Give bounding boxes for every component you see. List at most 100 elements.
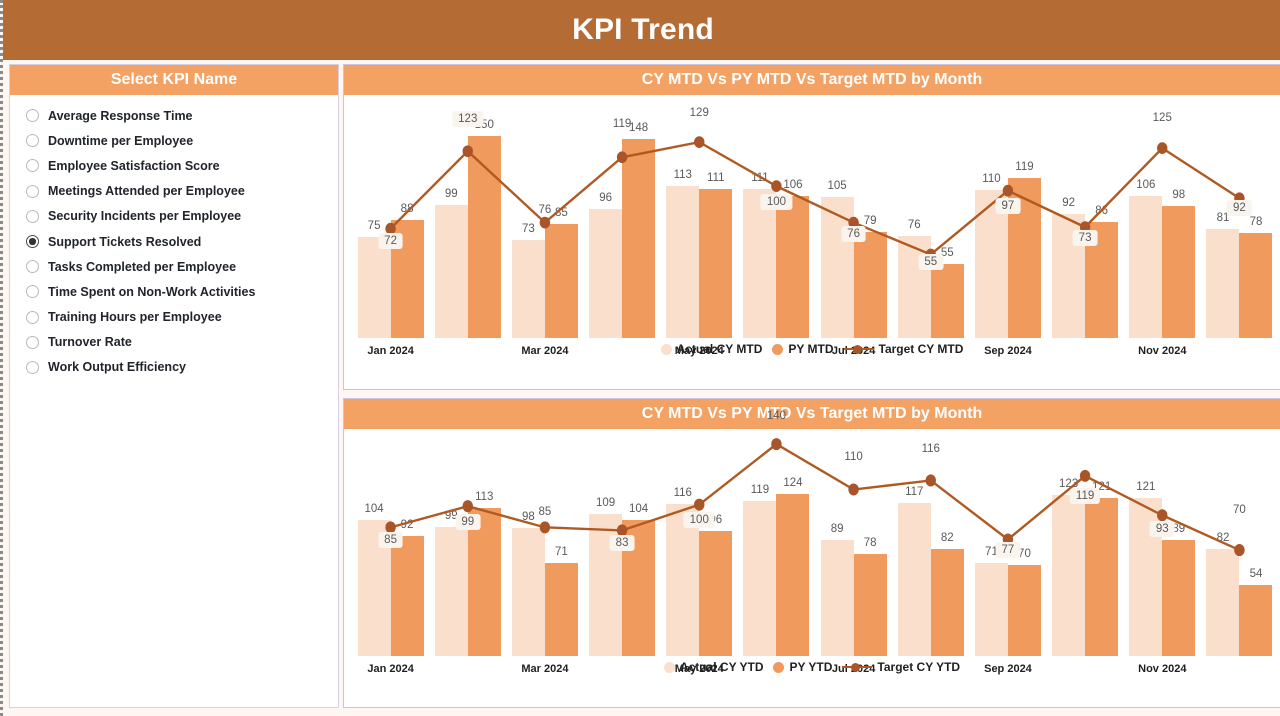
bar-actual[interactable]: 71 [974, 546, 1008, 656]
kpi-selector-header: Select KPI Name [10, 65, 338, 95]
chart-month-group: 92 86 [1047, 95, 1124, 338]
kpi-radio-row[interactable]: Meetings Attended per Employee [10, 179, 338, 204]
bar-actual[interactable]: 113 [666, 169, 700, 338]
kpi-radio-row[interactable]: Tasks Completed per Employee [10, 254, 338, 279]
bars-ytd: 104 92 Jan 2024 99 113 98 71 Mar 2024 109 104 116 9… [352, 429, 1278, 675]
radio-unselected-icon[interactable] [26, 159, 39, 173]
x-axis-tick-label: Sep 2024 [984, 345, 1032, 357]
bar-prior-year[interactable]: 150 [467, 119, 501, 338]
bar-actual[interactable]: 98 [511, 511, 545, 656]
bar-actual[interactable]: 110 [974, 173, 1008, 338]
bar-actual[interactable]: 105 [820, 180, 854, 338]
bar-prior-year[interactable]: 79 [853, 215, 887, 338]
bar-prior-year[interactable]: 89 [1162, 523, 1196, 656]
kpi-radio-row[interactable]: Time Spent on Non-Work Activities [10, 279, 338, 304]
bar-prior-year[interactable]: 86 [1085, 205, 1119, 338]
bar-prior-year[interactable]: 98 [1162, 189, 1196, 338]
bar-actual[interactable]: 104 [357, 503, 391, 656]
chart-month-group: 99 113 [429, 429, 506, 656]
bar-prior-year[interactable]: 92 [390, 519, 424, 656]
radio-unselected-icon[interactable] [26, 134, 39, 148]
bar-prior-year[interactable]: 148 [622, 122, 656, 338]
kpi-radio-label: Work Output Efficiency [48, 360, 186, 375]
radio-unselected-icon[interactable] [26, 260, 39, 274]
bar-actual[interactable]: 82 [1206, 532, 1240, 656]
chart-month-group: 73 85 Mar 2024 [506, 95, 583, 357]
bar-prior-year[interactable]: 106 [776, 179, 810, 338]
bar-actual[interactable]: 117 [897, 486, 931, 656]
radio-unselected-icon[interactable] [26, 335, 39, 349]
bar-actual[interactable]: 119 [743, 484, 777, 656]
bar-actual[interactable]: 121 [1129, 481, 1163, 656]
bar-prior-year[interactable]: 70 [1007, 548, 1041, 656]
legend-item[interactable]: PY YTD [773, 660, 832, 674]
bar-prior-year[interactable]: 78 [853, 537, 887, 656]
bar-value-label: 71 [555, 546, 568, 559]
radio-unselected-icon[interactable] [26, 109, 39, 123]
radio-unselected-icon[interactable] [26, 209, 39, 223]
bar-actual[interactable]: 99 [434, 510, 468, 656]
kpi-radio-row[interactable]: Turnover Rate [10, 330, 338, 355]
legend-item[interactable]: Actual CY MTD [660, 342, 762, 356]
bar-prior-year[interactable]: 121 [1085, 481, 1119, 656]
legend-item[interactable]: PY MTD [772, 342, 834, 356]
bar-actual[interactable]: 81 [1206, 212, 1240, 338]
radio-unselected-icon[interactable] [26, 184, 39, 198]
bar-actual[interactable]: 89 [820, 523, 854, 656]
bar-value-label: 88 [400, 202, 414, 215]
radio-selected-icon[interactable] [26, 235, 39, 249]
bar-prior-year[interactable]: 88 [390, 203, 424, 338]
bar-actual[interactable]: 73 [511, 223, 545, 338]
kpi-radio-row[interactable]: Support Tickets Resolved [10, 229, 338, 254]
bar-prior-year[interactable]: 54 [1239, 568, 1273, 656]
bar-prior-year[interactable]: 55 [930, 247, 964, 338]
bar-prior-year[interactable]: 111 [699, 172, 733, 338]
kpi-radio-row[interactable]: Average Response Time [10, 103, 338, 128]
bar-actual[interactable]: 99 [434, 188, 468, 338]
bar-value-label: 71 [985, 546, 998, 559]
kpi-radio-row[interactable]: Training Hours per Employee [10, 305, 338, 330]
bar-actual[interactable]: 116 [666, 487, 700, 656]
bar-prior-year[interactable]: 78 [1239, 216, 1273, 338]
bar-value-label: 96 [599, 192, 612, 204]
bar-actual[interactable]: 75 [357, 220, 391, 338]
bar-prior-year[interactable]: 104 [622, 503, 656, 656]
kpi-radio-label: Turnover Rate [48, 335, 132, 350]
radio-unselected-icon[interactable] [26, 360, 39, 374]
bar-prior-year[interactable]: 119 [1007, 161, 1041, 338]
x-axis-tick-label: Jan 2024 [367, 663, 414, 675]
bar-actual[interactable]: 76 [897, 219, 931, 338]
bar-actual[interactable]: 109 [589, 497, 623, 656]
bar-prior-year[interactable]: 124 [776, 477, 810, 656]
bar-value-label: 113 [673, 169, 692, 182]
bar-actual[interactable]: 96 [589, 192, 623, 338]
kpi-radio-row[interactable]: Downtime per Employee [10, 128, 338, 153]
legend-item[interactable]: Actual CY YTD [663, 660, 763, 674]
bar-prior-year[interactable]: 71 [544, 546, 578, 656]
kpi-radio-row[interactable]: Employee Satisfaction Score [10, 153, 338, 178]
bar-value-label: 89 [830, 522, 844, 535]
kpi-selector-title: Select KPI Name [110, 71, 238, 88]
x-axis-tick-label: May 2024 [674, 345, 724, 357]
radio-unselected-icon[interactable] [26, 285, 39, 299]
bar-actual[interactable]: 111 [743, 172, 777, 338]
bar-prior-year[interactable]: 96 [699, 514, 733, 656]
chart-plot-mtd: 75 88 Jan 2024 99 150 73 85 Mar 2024 96 148 113 111… [344, 95, 1280, 360]
bar-prior-year[interactable]: 113 [467, 491, 501, 656]
bar-actual[interactable]: 123 [1052, 478, 1086, 656]
bar-actual[interactable]: 92 [1052, 197, 1086, 338]
chart-month-group: 113 111 May 2024 [661, 95, 738, 357]
bar-prior-year[interactable]: 82 [930, 532, 964, 656]
legend-item[interactable]: Target CY MTD [843, 342, 963, 356]
kpi-radio-label: Average Response Time [48, 108, 193, 123]
kpi-radio-row[interactable]: Work Output Efficiency [10, 355, 338, 380]
bar-prior-year[interactable]: 85 [544, 207, 578, 338]
bar-actual[interactable]: 106 [1129, 179, 1163, 338]
radio-unselected-icon[interactable] [26, 310, 39, 324]
legend-item[interactable]: Target CY YTD [842, 660, 960, 674]
chart-month-group: 75 88 Jan 2024 [352, 95, 429, 357]
bar-value-label: 99 [444, 509, 458, 522]
bar-value-label: 106 [783, 178, 803, 191]
x-axis-tick-label: Nov 2024 [1138, 663, 1187, 675]
kpi-radio-row[interactable]: Security Incidents per Employee [10, 204, 338, 229]
